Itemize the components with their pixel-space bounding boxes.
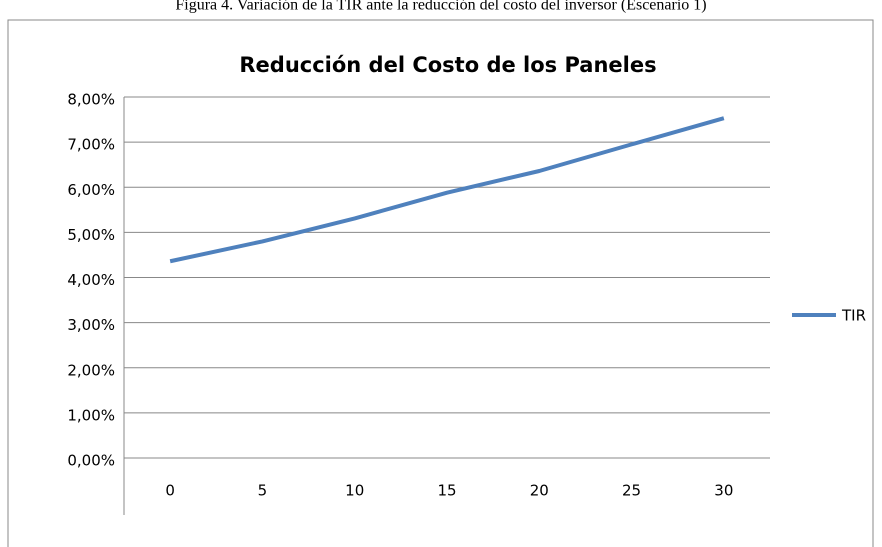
figure-caption: Figura 4. Variación de la TIR ante la re… bbox=[175, 0, 706, 14]
y-tick-label: 7,00% bbox=[67, 136, 115, 154]
y-tick-label: 1,00% bbox=[67, 406, 115, 424]
legend-label: TIR bbox=[841, 307, 866, 325]
x-tick-label: 30 bbox=[714, 482, 733, 500]
y-tick-label: 8,00% bbox=[67, 91, 115, 109]
x-tick-label: 15 bbox=[437, 482, 456, 500]
x-tick-label: 25 bbox=[622, 482, 641, 500]
x-tick-label: 5 bbox=[258, 482, 268, 500]
x-tick-label: 10 bbox=[345, 482, 364, 500]
x-tick-label: 0 bbox=[165, 482, 175, 500]
y-tick-label: 6,00% bbox=[67, 181, 115, 199]
y-tick-label: 2,00% bbox=[67, 361, 115, 379]
y-tick-label: 3,00% bbox=[67, 316, 115, 334]
chart-frame bbox=[7, 19, 874, 547]
data-line bbox=[169, 116, 725, 264]
y-tick-label: 5,00% bbox=[67, 226, 115, 244]
y-tick-label: 4,00% bbox=[67, 271, 115, 289]
x-tick-label: 20 bbox=[530, 482, 549, 500]
y-tick-label: 0,00% bbox=[67, 452, 115, 470]
chart-title: Reducción del Costo de los Paneles bbox=[239, 53, 656, 77]
